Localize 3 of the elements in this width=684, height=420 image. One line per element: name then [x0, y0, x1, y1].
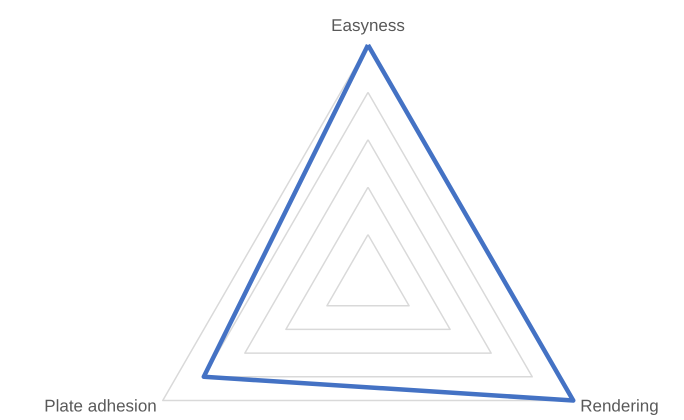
spoke-label: Plate adhesion [44, 396, 157, 416]
spoke-label: Rendering [580, 396, 659, 416]
spoke-label: Easyness [331, 16, 405, 35]
